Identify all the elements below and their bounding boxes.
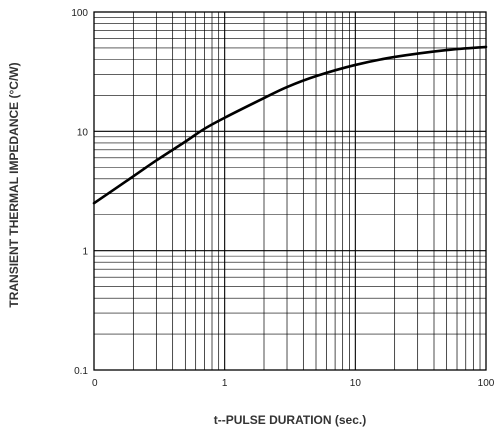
y-tick-label: 100 [71,8,88,19]
curve-layer [94,47,486,203]
plot-frame [94,12,486,370]
y-tick-label: 0.1 [74,366,88,377]
x-tick-label: 1 [222,378,228,389]
y-tick-label: 1 [82,247,88,258]
y-axis-title: TRANSIENT THERMAL IMPEDANCE (°C/W) [7,62,21,307]
x-axis-title: t--PULSE DURATION (sec.) [214,413,366,427]
impedance-curve [94,47,486,203]
x-tick-label: 0 [92,378,98,389]
tick-labels: 0 1 10 100 0.1 1 10 100 [71,8,494,389]
grid [94,12,486,370]
y-tick-label: 10 [77,127,89,138]
x-tick-label: 100 [478,378,495,389]
x-tick-label: 10 [350,378,362,389]
